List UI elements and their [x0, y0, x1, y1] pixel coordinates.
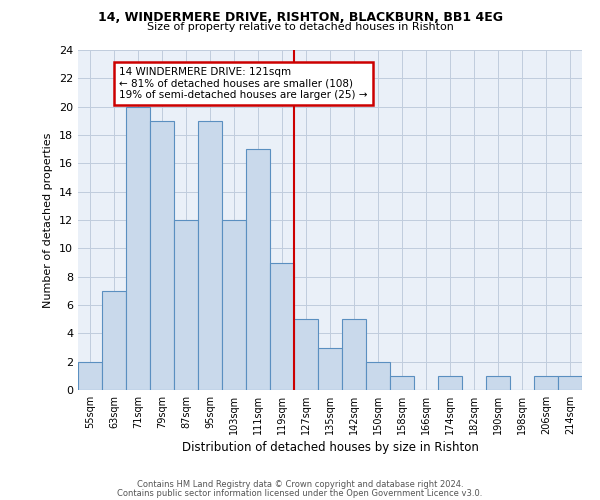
X-axis label: Distribution of detached houses by size in Rishton: Distribution of detached houses by size …	[182, 441, 478, 454]
Bar	[294, 319, 318, 390]
Bar	[534, 376, 558, 390]
Bar	[174, 220, 198, 390]
Bar	[390, 376, 414, 390]
Text: Contains HM Land Registry data © Crown copyright and database right 2024.: Contains HM Land Registry data © Crown c…	[137, 480, 463, 489]
Bar	[246, 149, 270, 390]
Bar	[558, 376, 582, 390]
Bar	[270, 262, 294, 390]
Bar	[102, 291, 126, 390]
Bar	[318, 348, 342, 390]
Bar	[366, 362, 390, 390]
Bar	[150, 121, 174, 390]
Text: Size of property relative to detached houses in Rishton: Size of property relative to detached ho…	[146, 22, 454, 32]
Bar	[438, 376, 462, 390]
Bar	[126, 106, 150, 390]
Text: 14, WINDERMERE DRIVE, RISHTON, BLACKBURN, BB1 4EG: 14, WINDERMERE DRIVE, RISHTON, BLACKBURN…	[97, 11, 503, 24]
Bar	[486, 376, 510, 390]
Bar	[342, 319, 366, 390]
Bar	[222, 220, 246, 390]
Bar	[198, 121, 222, 390]
Text: 14 WINDERMERE DRIVE: 121sqm
← 81% of detached houses are smaller (108)
19% of se: 14 WINDERMERE DRIVE: 121sqm ← 81% of det…	[119, 67, 367, 100]
Y-axis label: Number of detached properties: Number of detached properties	[43, 132, 53, 308]
Text: Contains public sector information licensed under the Open Government Licence v3: Contains public sector information licen…	[118, 488, 482, 498]
Bar	[78, 362, 102, 390]
